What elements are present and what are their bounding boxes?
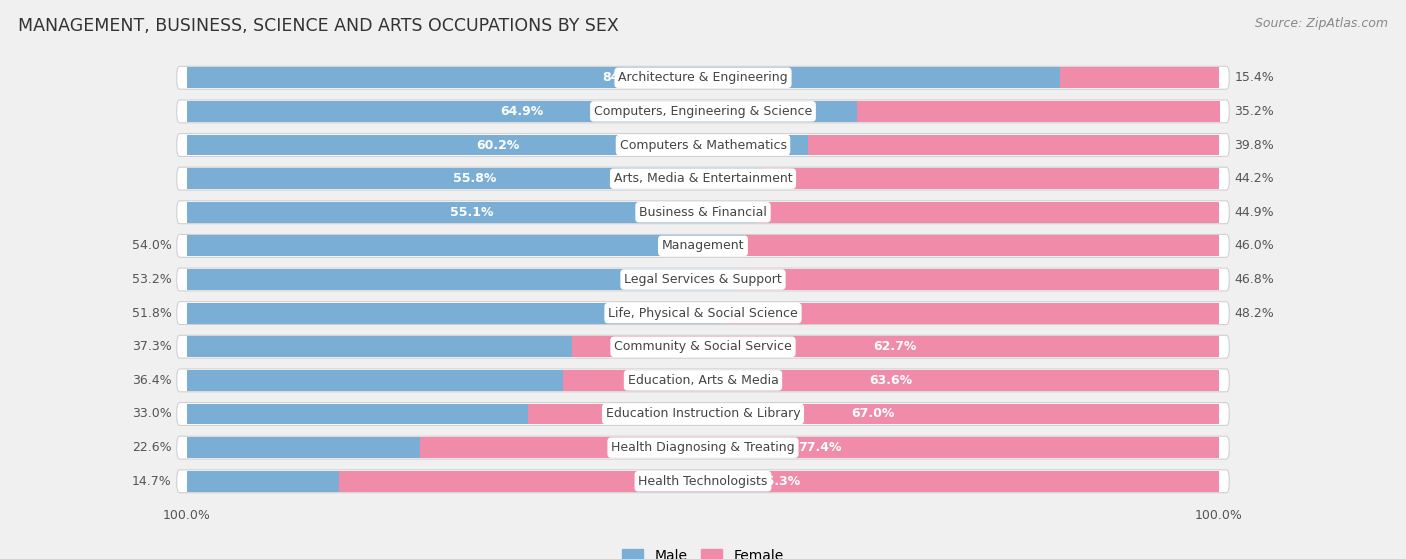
Bar (527, 404, 1219, 424)
Bar (763, 168, 1219, 189)
Text: Legal Services & Support: Legal Services & Support (624, 273, 782, 286)
Text: 60.2%: 60.2% (477, 139, 519, 151)
Text: 62.7%: 62.7% (873, 340, 917, 353)
Text: Education Instruction & Library: Education Instruction & Library (606, 408, 800, 420)
Bar (1060, 67, 1219, 88)
Bar (572, 337, 1219, 357)
FancyBboxPatch shape (177, 302, 1229, 325)
Text: 54.0%: 54.0% (132, 239, 172, 252)
Bar (187, 101, 856, 122)
Text: Architecture & Engineering: Architecture & Engineering (619, 71, 787, 84)
Text: Source: ZipAtlas.com: Source: ZipAtlas.com (1254, 17, 1388, 30)
Text: 35.2%: 35.2% (1234, 105, 1274, 118)
Bar (187, 168, 763, 189)
Bar (187, 471, 339, 492)
Text: 39.8%: 39.8% (1234, 139, 1274, 151)
Text: 85.3%: 85.3% (758, 475, 800, 488)
Legend: Male, Female: Male, Female (623, 549, 783, 559)
Bar (187, 202, 755, 222)
Bar (187, 404, 527, 424)
Text: 55.1%: 55.1% (450, 206, 494, 219)
FancyBboxPatch shape (177, 436, 1229, 459)
Bar (562, 370, 1219, 391)
FancyBboxPatch shape (177, 67, 1229, 89)
Text: 53.2%: 53.2% (132, 273, 172, 286)
Text: 46.0%: 46.0% (1234, 239, 1274, 252)
Bar (856, 101, 1220, 122)
Text: Management: Management (662, 239, 744, 252)
FancyBboxPatch shape (177, 470, 1229, 492)
FancyBboxPatch shape (177, 234, 1229, 257)
Text: 14.7%: 14.7% (132, 475, 172, 488)
Text: 77.4%: 77.4% (797, 441, 841, 454)
Bar (187, 235, 744, 256)
Bar (187, 337, 572, 357)
Text: Computers & Mathematics: Computers & Mathematics (620, 139, 786, 151)
Text: 48.2%: 48.2% (1234, 307, 1274, 320)
FancyBboxPatch shape (177, 335, 1229, 358)
Bar (808, 135, 1219, 155)
Bar (420, 437, 1219, 458)
Text: 15.4%: 15.4% (1234, 71, 1274, 84)
Text: 84.6%: 84.6% (602, 71, 645, 84)
Text: Business & Financial: Business & Financial (640, 206, 766, 219)
FancyBboxPatch shape (177, 167, 1229, 190)
Text: 67.0%: 67.0% (852, 408, 896, 420)
Text: 36.4%: 36.4% (132, 374, 172, 387)
Bar (755, 202, 1219, 222)
Text: 55.8%: 55.8% (453, 172, 496, 185)
Bar (744, 235, 1219, 256)
Text: Computers, Engineering & Science: Computers, Engineering & Science (593, 105, 813, 118)
FancyBboxPatch shape (177, 201, 1229, 224)
Text: MANAGEMENT, BUSINESS, SCIENCE AND ARTS OCCUPATIONS BY SEX: MANAGEMENT, BUSINESS, SCIENCE AND ARTS O… (18, 17, 619, 35)
Text: 44.9%: 44.9% (1234, 206, 1274, 219)
Text: 63.6%: 63.6% (869, 374, 912, 387)
Text: Education, Arts & Media: Education, Arts & Media (627, 374, 779, 387)
Bar (735, 269, 1219, 290)
Bar (187, 303, 721, 324)
FancyBboxPatch shape (177, 402, 1229, 425)
Text: Health Technologists: Health Technologists (638, 475, 768, 488)
Bar (187, 437, 420, 458)
FancyBboxPatch shape (177, 100, 1229, 123)
Bar (339, 471, 1219, 492)
Bar (721, 303, 1219, 324)
Text: Health Diagnosing & Treating: Health Diagnosing & Treating (612, 441, 794, 454)
FancyBboxPatch shape (177, 369, 1229, 392)
Text: Community & Social Service: Community & Social Service (614, 340, 792, 353)
Text: 22.6%: 22.6% (132, 441, 172, 454)
Text: 44.2%: 44.2% (1234, 172, 1274, 185)
FancyBboxPatch shape (177, 268, 1229, 291)
FancyBboxPatch shape (177, 134, 1229, 157)
Bar (187, 269, 735, 290)
Text: Life, Physical & Social Science: Life, Physical & Social Science (609, 307, 797, 320)
Bar (187, 370, 562, 391)
Text: 46.8%: 46.8% (1234, 273, 1274, 286)
Text: 33.0%: 33.0% (132, 408, 172, 420)
Bar (187, 135, 808, 155)
Text: 51.8%: 51.8% (132, 307, 172, 320)
Text: 37.3%: 37.3% (132, 340, 172, 353)
Text: Arts, Media & Entertainment: Arts, Media & Entertainment (613, 172, 793, 185)
Bar (187, 67, 1060, 88)
Text: 64.9%: 64.9% (501, 105, 544, 118)
